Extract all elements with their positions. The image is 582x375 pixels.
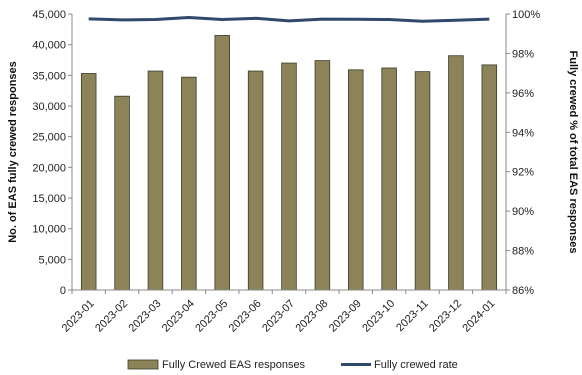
rate-line [88, 16, 490, 23]
bar [114, 95, 130, 291]
right-tick-label: 92% [512, 167, 534, 179]
left-tick-label: 5,000 [38, 254, 66, 266]
x-tick-label: 2023-04 [160, 298, 197, 335]
bar [348, 69, 364, 291]
legend-bar-label: Fully Crewed EAS responses [162, 359, 306, 371]
left-axis-ticks: 0 5,000 10,000 15,000 20,000 25,000 30,000 35,0… [32, 9, 72, 297]
bar [247, 70, 264, 291]
right-tick-label: 100% [512, 9, 540, 21]
bar [481, 64, 498, 291]
left-tick-label: 25,000 [32, 132, 66, 144]
left-tick-label: 30,000 [32, 101, 66, 113]
bar [448, 55, 464, 291]
bar [80, 73, 97, 291]
bar [281, 62, 297, 291]
bar [314, 60, 331, 291]
right-axis-ticks: 86% 88% 90% 92% 94% 96% 98% 100% [506, 9, 540, 297]
bar [181, 76, 197, 291]
left-tick-label: 20,000 [32, 162, 66, 174]
left-tick-label: 0 [60, 285, 66, 297]
x-tick-label: 2023-02 [93, 298, 130, 335]
bar [147, 70, 164, 291]
x-tick-label: 2023-08 [293, 298, 330, 335]
bar-series [80, 35, 498, 291]
legend-bar-swatch [127, 359, 159, 370]
x-tick-label: 2023-11 [394, 298, 430, 334]
right-tick-label: 98% [512, 48, 534, 60]
line-series [88, 16, 490, 23]
right-axis-title: Fully crewed % of total EAS responses [567, 51, 579, 254]
bar [214, 35, 230, 291]
right-tick-label: 88% [512, 246, 534, 258]
right-tick-label: 90% [512, 206, 534, 218]
x-tick-label: 2023-03 [127, 298, 164, 335]
x-tick-label: 2023-05 [193, 298, 230, 335]
legend: Fully Crewed EAS responses Fully crewed … [127, 359, 458, 371]
left-tick-label: 15,000 [32, 193, 66, 205]
legend-line-label: Fully crewed rate [374, 359, 458, 371]
x-tick-label: 2023-09 [327, 298, 364, 335]
right-tick-label: 96% [512, 88, 534, 100]
left-tick-label: 10,000 [32, 224, 66, 236]
x-tick-label: 2024-01 [460, 298, 497, 335]
x-tick-label: 2023-07 [260, 298, 297, 335]
left-tick-label: 45,000 [32, 9, 66, 21]
bar [381, 67, 397, 291]
bar [414, 71, 431, 291]
x-tick-label: 2023-06 [227, 298, 264, 335]
x-tick-label: 2023-01 [60, 298, 97, 335]
right-tick-label: 94% [512, 127, 534, 139]
x-tick-label: 2023-10 [360, 298, 397, 335]
x-tick-label: 2023-12 [427, 298, 464, 335]
right-tick-label: 86% [512, 285, 534, 297]
x-axis-ticks: 2023-012023-022023-032023-042023-052023-… [60, 290, 507, 335]
left-tick-label: 35,000 [32, 70, 66, 82]
axes [71, 14, 507, 291]
left-axis-title: No. of EAS fully crewed responses [7, 61, 19, 243]
left-tick-label: 40,000 [32, 40, 66, 52]
